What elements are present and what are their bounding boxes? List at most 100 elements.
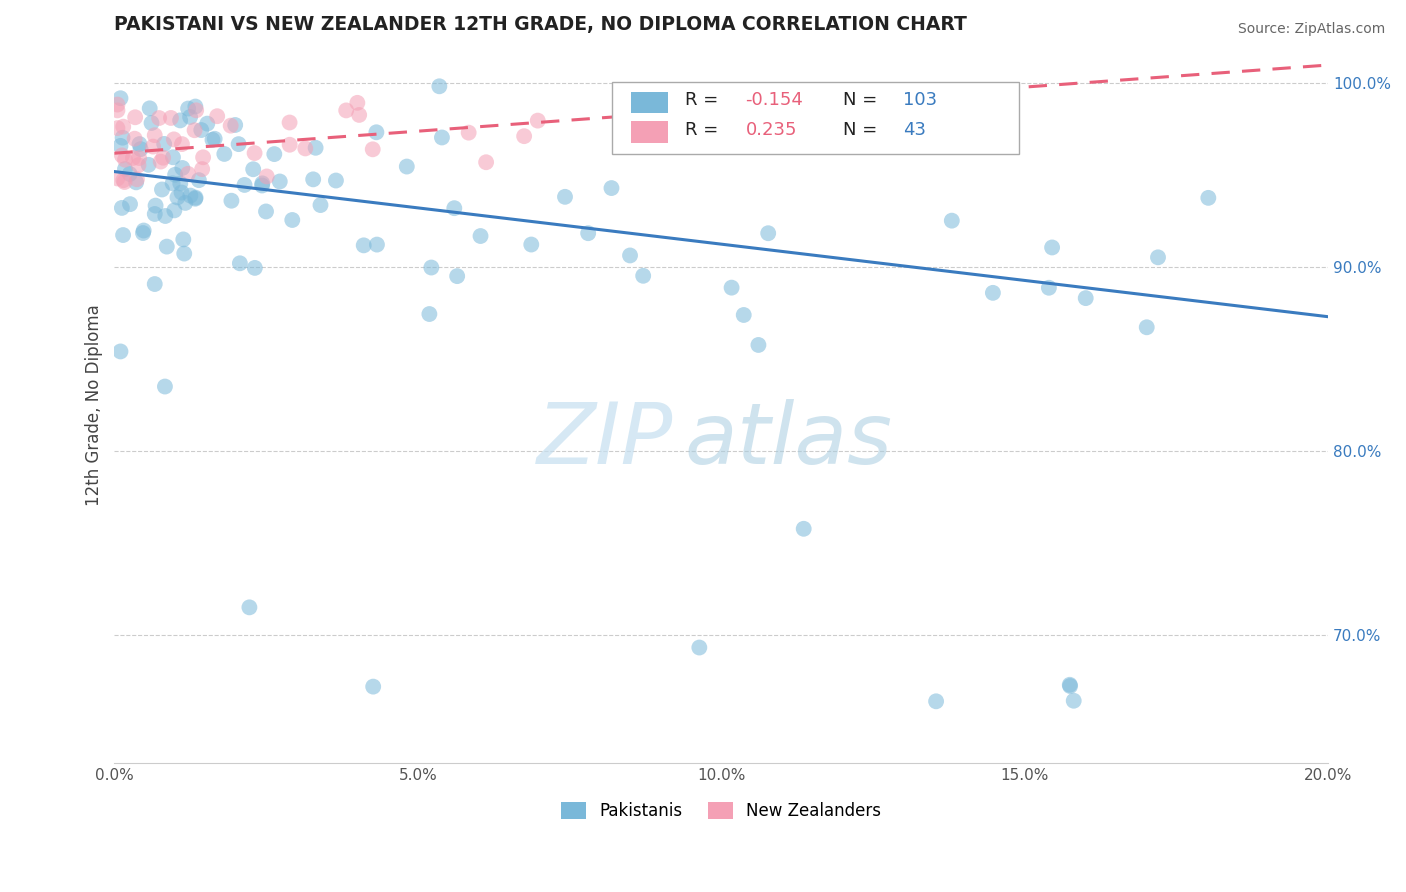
Point <box>720 280 742 294</box>
Point <box>224 118 246 132</box>
Point <box>446 269 468 284</box>
Point <box>184 192 207 206</box>
Point <box>155 209 177 223</box>
Point <box>361 142 384 156</box>
Point <box>163 203 186 218</box>
Point <box>302 172 325 186</box>
Point <box>925 694 948 708</box>
Point <box>263 147 285 161</box>
Point <box>184 191 207 205</box>
Point <box>114 175 136 189</box>
Point <box>129 142 152 156</box>
Point <box>143 207 166 221</box>
Y-axis label: 12th Grade, No Diploma: 12th Grade, No Diploma <box>86 304 103 506</box>
Point <box>187 173 209 187</box>
Point <box>186 103 208 118</box>
Point <box>1059 679 1081 693</box>
Point <box>619 248 641 262</box>
Point <box>172 161 194 175</box>
Point <box>191 150 214 164</box>
Point <box>1040 240 1063 254</box>
Point <box>1147 250 1170 264</box>
Point <box>243 146 266 161</box>
Text: 103: 103 <box>903 91 938 110</box>
Point <box>143 128 166 143</box>
Point <box>242 162 264 177</box>
Point <box>981 285 1004 300</box>
Point <box>733 308 755 322</box>
FancyBboxPatch shape <box>631 121 668 143</box>
Point <box>128 158 150 172</box>
Text: ZIP: ZIP <box>537 400 672 483</box>
Point <box>190 123 212 137</box>
Point <box>366 125 388 139</box>
Point <box>475 155 498 169</box>
Point <box>470 229 492 244</box>
Point <box>184 99 207 113</box>
Point <box>219 119 242 133</box>
Point <box>1074 291 1097 305</box>
Point <box>125 172 148 186</box>
Point <box>145 199 167 213</box>
Point <box>169 113 191 128</box>
Point <box>114 162 136 177</box>
Point <box>183 123 205 137</box>
Point <box>149 154 172 169</box>
Text: -0.154: -0.154 <box>745 91 803 110</box>
Point <box>205 109 228 123</box>
Point <box>165 168 187 182</box>
Point <box>793 522 815 536</box>
Point <box>114 153 136 167</box>
Point <box>107 121 129 136</box>
Point <box>254 204 277 219</box>
Point <box>228 137 250 152</box>
Point <box>107 103 129 118</box>
Point <box>554 190 576 204</box>
Point <box>325 173 347 187</box>
Point <box>128 151 150 165</box>
Point <box>229 256 252 270</box>
Point <box>169 177 191 191</box>
Point <box>304 141 326 155</box>
Point <box>179 110 201 124</box>
Point <box>107 171 129 186</box>
Point <box>269 174 291 188</box>
Point <box>427 79 450 94</box>
Point <box>132 223 155 237</box>
Point <box>238 600 260 615</box>
Point <box>366 237 388 252</box>
Point <box>941 213 963 227</box>
Point <box>281 213 304 227</box>
Point <box>110 139 132 153</box>
Point <box>1063 694 1085 708</box>
Point <box>395 160 418 174</box>
Point <box>152 151 174 165</box>
Text: atlas: atlas <box>685 400 893 483</box>
Point <box>1038 281 1060 295</box>
Point <box>195 117 218 131</box>
Point <box>520 237 543 252</box>
Text: 43: 43 <box>903 121 927 139</box>
Point <box>170 186 193 200</box>
Point <box>309 198 332 212</box>
Point <box>122 151 145 165</box>
Text: N =: N = <box>842 121 883 139</box>
Point <box>112 173 135 187</box>
Point <box>174 195 197 210</box>
Point <box>346 95 368 110</box>
Point <box>1197 191 1219 205</box>
Point <box>278 115 301 129</box>
Point <box>111 148 134 162</box>
Point <box>201 133 224 147</box>
Point <box>513 129 536 144</box>
Point <box>138 101 160 115</box>
Point <box>118 167 141 181</box>
Point <box>156 239 179 253</box>
Point <box>172 232 194 246</box>
Point <box>118 197 141 211</box>
Point <box>353 238 375 252</box>
Point <box>124 110 146 124</box>
Point <box>526 113 548 128</box>
Point <box>111 130 134 145</box>
Point <box>128 136 150 151</box>
